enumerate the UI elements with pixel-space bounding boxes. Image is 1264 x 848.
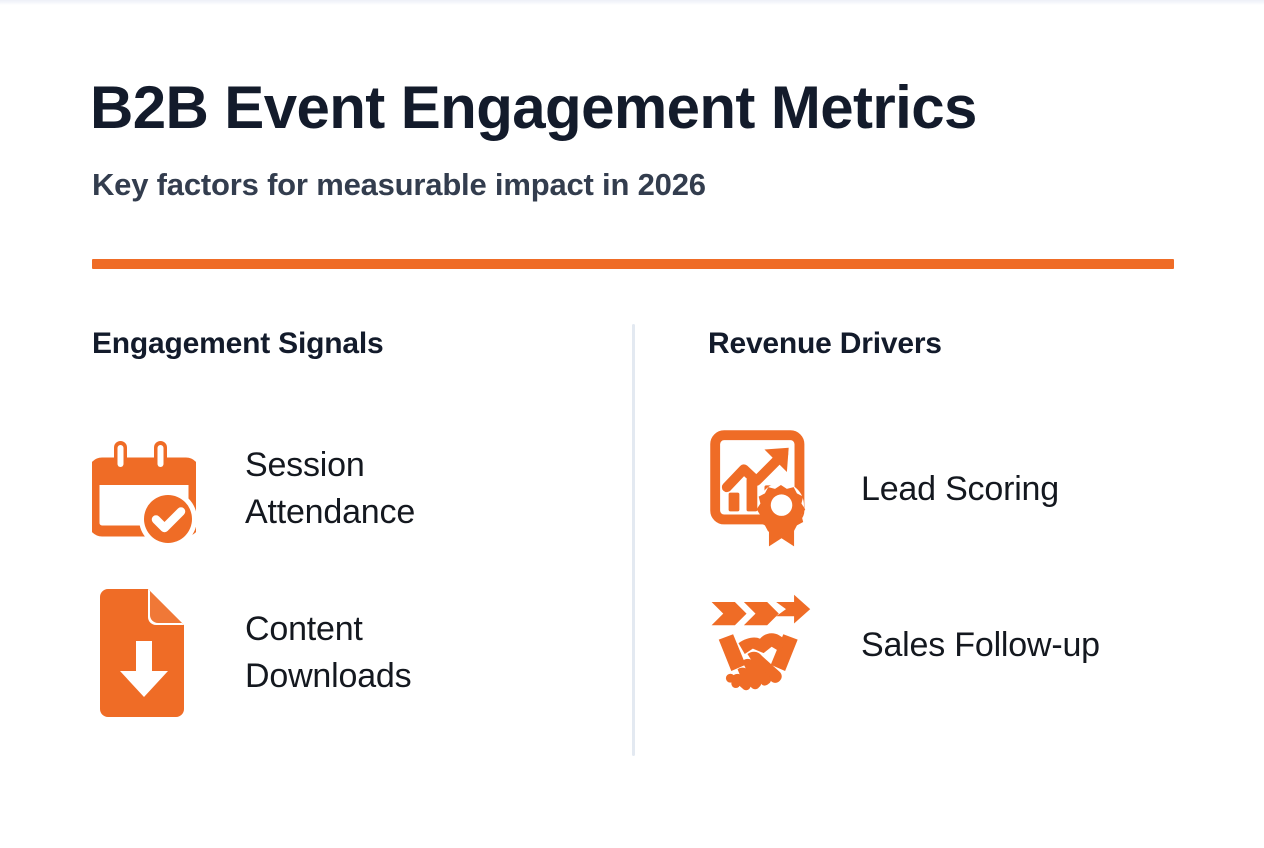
calendar-check-icon <box>92 426 196 552</box>
column-header-engagement-signals: Engagement Signals <box>92 327 384 360</box>
accent-rule-divider <box>92 259 1174 269</box>
list-item-sales-follow-up[interactable]: Sales Follow-up <box>708 590 1208 700</box>
page-subtitle: Key factors for measurable impact in 202… <box>92 167 706 202</box>
list-item-session-attendance[interactable]: Session Attendance <box>92 426 612 552</box>
list-item-content-downloads[interactable]: Content Downloads <box>92 589 612 717</box>
column-header-revenue-drivers: Revenue Drivers <box>708 327 942 360</box>
list-item-label: Content Downloads <box>245 610 412 695</box>
top-edge-tint <box>0 0 1264 5</box>
column-engagement-signals: Engagement Signals <box>92 326 612 754</box>
list-item-label: Session Attendance <box>245 446 416 531</box>
list-item-lead-scoring[interactable]: Lead Scoring <box>708 426 1208 552</box>
column-revenue-drivers: Revenue Drivers <box>708 326 1208 738</box>
column-divider <box>632 324 635 756</box>
document-download-icon <box>92 589 196 717</box>
chart-award-icon <box>708 426 812 552</box>
handshake-arrows-icon <box>708 590 812 700</box>
list-item-label: Sales Follow-up <box>861 625 1100 664</box>
list-item-label: Lead Scoring <box>861 469 1059 508</box>
page-title: B2B Event Engagement Metrics <box>90 74 977 141</box>
